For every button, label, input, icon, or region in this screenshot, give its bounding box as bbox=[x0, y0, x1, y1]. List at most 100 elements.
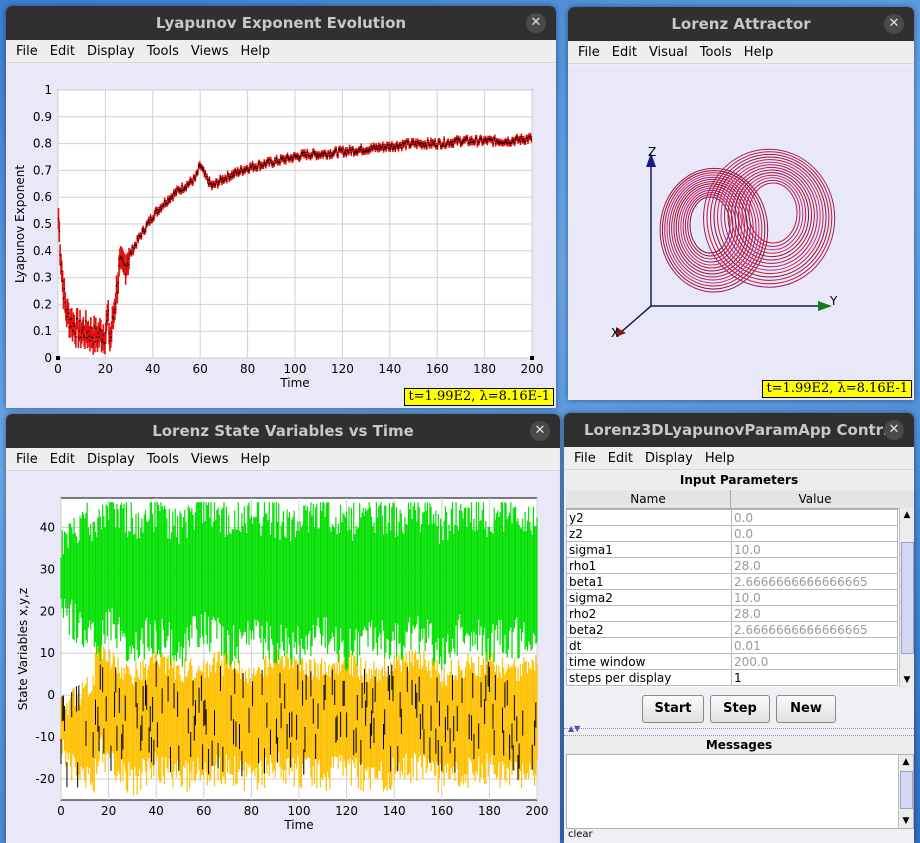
scrollbar-thumb[interactable] bbox=[900, 771, 913, 809]
menu-views[interactable]: Views bbox=[190, 43, 229, 59]
menu-help[interactable]: Help bbox=[743, 44, 774, 60]
new-button[interactable]: New bbox=[776, 695, 836, 723]
data-point bbox=[506, 142, 508, 145]
scroll-up-icon[interactable]: ▲ bbox=[903, 510, 911, 520]
menu-display[interactable]: Display bbox=[86, 451, 135, 467]
param-value[interactable]: 200.0 bbox=[731, 653, 898, 670]
param-name: steps per display bbox=[566, 669, 732, 686]
data-point bbox=[512, 140, 514, 143]
control-titlebar[interactable]: Lorenz3DLyapunovParamApp Contr… ✕ bbox=[564, 413, 914, 447]
data-point bbox=[248, 169, 250, 171]
clear-link[interactable]: clear bbox=[568, 829, 593, 840]
step-button[interactable]: Step bbox=[710, 695, 770, 723]
start-button[interactable]: Start bbox=[642, 695, 704, 723]
data-point bbox=[337, 154, 339, 157]
column-header-name[interactable]: Name bbox=[566, 490, 731, 508]
menu-edit[interactable]: Edit bbox=[49, 43, 75, 59]
menu-help[interactable]: Help bbox=[704, 450, 735, 466]
data-point bbox=[170, 195, 172, 198]
param-row[interactable]: beta1 2.6666666666666665 bbox=[566, 573, 898, 590]
menu-help[interactable]: Help bbox=[240, 451, 271, 467]
messages-area[interactable]: ▲ ▼ bbox=[566, 754, 914, 829]
data-point bbox=[130, 252, 133, 255]
data-point bbox=[284, 158, 286, 160]
scrollbar-thumb[interactable] bbox=[901, 542, 914, 654]
param-value[interactable]: 10.0 bbox=[731, 589, 898, 606]
param-value[interactable]: 2.6666666666666665 bbox=[731, 621, 898, 638]
close-icon[interactable]: ✕ bbox=[884, 14, 904, 34]
y-tick-label: 0.2 bbox=[33, 297, 52, 311]
data-point bbox=[305, 156, 308, 158]
menu-edit[interactable]: Edit bbox=[611, 44, 637, 60]
menu-file[interactable]: File bbox=[16, 43, 38, 59]
param-value[interactable]: 28.0 bbox=[731, 557, 898, 574]
param-row[interactable]: dt 0.01 bbox=[566, 637, 898, 654]
param-row[interactable]: time window 200.0 bbox=[566, 653, 898, 670]
param-value[interactable]: 0.0 bbox=[731, 525, 898, 542]
param-row[interactable]: rho1 28.0 bbox=[566, 557, 898, 574]
y-tick-label: 0 bbox=[44, 351, 52, 365]
menu-file[interactable]: File bbox=[16, 451, 38, 467]
param-row[interactable]: y2 0.0 bbox=[566, 509, 898, 526]
close-icon[interactable]: ✕ bbox=[530, 421, 550, 441]
menu-visual[interactable]: Visual bbox=[648, 44, 688, 60]
data-point bbox=[255, 165, 257, 168]
menu-file[interactable]: File bbox=[578, 44, 600, 60]
x-tick-label: 120 bbox=[331, 362, 354, 376]
plot-panel[interactable]: 0 20 40 60 80 100 120 140 160 180 200 -20 -10 0 10 20 30… bbox=[6, 472, 560, 843]
series-z bbox=[60, 502, 538, 672]
messages-scrollbar[interactable]: ▲ ▼ bbox=[898, 755, 913, 828]
scroll-down-icon[interactable]: ▼ bbox=[902, 816, 910, 826]
close-icon[interactable]: ✕ bbox=[526, 13, 546, 33]
param-row[interactable]: sigma1 10.0 bbox=[566, 541, 898, 558]
param-value[interactable]: 10.0 bbox=[731, 541, 898, 558]
menu-tools[interactable]: Tools bbox=[146, 43, 179, 59]
menu-edit[interactable]: Edit bbox=[607, 450, 633, 466]
param-value[interactable]: 2.6666666666666665 bbox=[731, 573, 898, 590]
menu-file[interactable]: File bbox=[574, 450, 596, 466]
param-value[interactable]: 0.01 bbox=[731, 637, 898, 654]
param-row[interactable]: steps per display 1 bbox=[566, 669, 898, 686]
data-point bbox=[238, 171, 241, 174]
plot-panel[interactable]: 0 20 40 60 80 100 120 140 160 180 200 0 0.1 0.2 0.3 0.4… bbox=[6, 64, 556, 408]
menu-tools[interactable]: Tools bbox=[699, 44, 732, 60]
param-value[interactable]: 1 bbox=[731, 669, 898, 686]
scroll-down-icon[interactable]: ▼ bbox=[903, 675, 911, 685]
attractor-titlebar[interactable]: Lorenz Attractor ✕ bbox=[568, 7, 914, 41]
lyapunov-titlebar[interactable]: Lyapunov Exponent Evolution ✕ bbox=[6, 6, 556, 40]
vertical-scrollbar[interactable]: ▲ ▼ bbox=[899, 508, 914, 687]
left-lobe-loop bbox=[671, 178, 754, 278]
menu-help[interactable]: Help bbox=[240, 43, 271, 59]
data-point bbox=[195, 173, 197, 175]
data-point bbox=[454, 139, 456, 141]
menu-tools[interactable]: Tools bbox=[146, 451, 179, 467]
split-arrows-icon[interactable]: ▲▼ bbox=[568, 724, 581, 733]
param-row[interactable]: rho2 28.0 bbox=[566, 605, 898, 622]
params-table: y2 0.0 z2 0.0 sigma1 10.0 rho1 28.0 beta1 2.66666… bbox=[566, 509, 898, 686]
menu-views[interactable]: Views bbox=[190, 451, 229, 467]
param-value[interactable]: 0.0 bbox=[731, 509, 898, 526]
menu-display[interactable]: Display bbox=[86, 43, 135, 59]
y-tick-label: 0.1 bbox=[33, 324, 52, 338]
param-row[interactable]: sigma2 10.0 bbox=[566, 589, 898, 606]
y-tick-label: 0.6 bbox=[33, 190, 52, 204]
param-row[interactable]: beta2 2.6666666666666665 bbox=[566, 621, 898, 638]
close-icon[interactable]: ✕ bbox=[884, 420, 904, 440]
param-row[interactable]: z2 0.0 bbox=[566, 525, 898, 542]
window-title: Lorenz State Variables vs Time bbox=[152, 422, 414, 440]
param-value[interactable]: 28.0 bbox=[731, 605, 898, 622]
scroll-up-icon[interactable]: ▲ bbox=[902, 757, 910, 767]
menu-display[interactable]: Display bbox=[644, 450, 693, 466]
menu-edit[interactable]: Edit bbox=[49, 451, 75, 467]
data-point bbox=[290, 156, 292, 159]
attractor-3d-panel[interactable]: Z Y X t=1.99E2, λ=8.16E-1 bbox=[568, 65, 914, 400]
data-point bbox=[373, 146, 376, 148]
column-header-value[interactable]: Value bbox=[798, 492, 832, 506]
data-point bbox=[445, 144, 447, 147]
data-point bbox=[133, 247, 135, 249]
split-divider[interactable]: ▲▼ bbox=[564, 724, 914, 736]
data-point bbox=[109, 339, 111, 342]
state-titlebar[interactable]: Lorenz State Variables vs Time ✕ bbox=[6, 414, 560, 448]
data-point bbox=[90, 327, 92, 329]
attractor-window: Lorenz Attractor ✕ File Edit Visual Tool… bbox=[568, 7, 914, 400]
